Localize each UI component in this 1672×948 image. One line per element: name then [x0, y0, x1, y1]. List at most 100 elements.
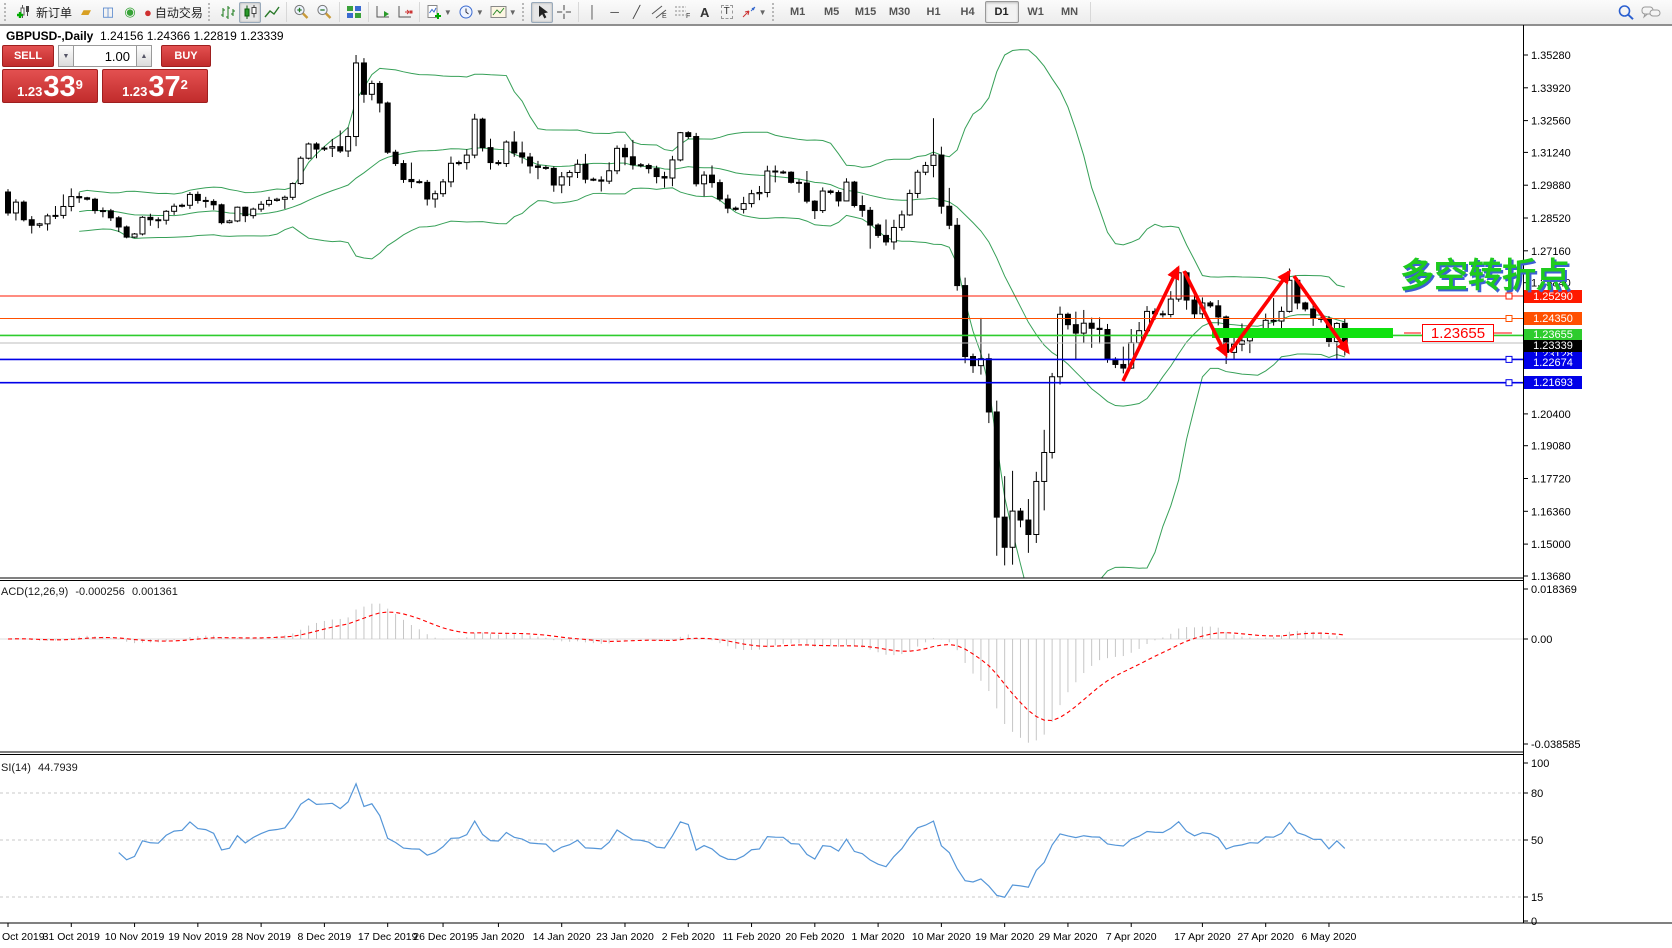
- timeframe-button-m15[interactable]: M15: [854, 6, 877, 18]
- timeframe-button-m1[interactable]: M1: [789, 6, 806, 18]
- timeframe-button-d1[interactable]: D1: [984, 1, 1019, 23]
- timeframe-button-h1[interactable]: H1: [926, 6, 941, 18]
- axis-label: 1.27160: [1531, 246, 1571, 258]
- candle-body: [360, 62, 367, 95]
- toolbar-separator: [418, 2, 420, 22]
- line-drag-handle[interactable]: [1505, 379, 1513, 387]
- date-label: 17 Apr 2020: [1174, 931, 1231, 943]
- price-tag-1.22674[interactable]: 1.22674: [1524, 356, 1582, 369]
- candle-body: [384, 102, 391, 153]
- chart-shift-button[interactable]: [394, 2, 416, 23]
- horizontal-line-button[interactable]: ─: [604, 2, 626, 23]
- line-chart-button[interactable]: [261, 2, 283, 23]
- text-button[interactable]: A: [694, 2, 716, 23]
- price-tag-1.21693[interactable]: 1.21693: [1524, 376, 1582, 389]
- tile-windows-button[interactable]: [343, 2, 365, 23]
- price-tag-1.23655[interactable]: 1.23655: [1524, 329, 1582, 341]
- vertical-line-button[interactable]: │: [582, 2, 604, 23]
- trendline-icon: ╱: [633, 5, 641, 19]
- candle-body: [780, 171, 787, 174]
- candlestick-chart-button[interactable]: [238, 1, 261, 23]
- candle-body: [479, 118, 486, 149]
- timeframe-button-mn[interactable]: MN: [1061, 6, 1079, 18]
- macd-label: ACD(12,26,9) -0.000256 0.001361: [1, 586, 182, 598]
- shapes-button[interactable]: ▼: [738, 2, 770, 23]
- toolbar-grip[interactable]: [771, 3, 777, 21]
- tile-windows-icon: [346, 6, 361, 18]
- new-order-button[interactable]: 新订单: [13, 2, 75, 23]
- gold-button[interactable]: ▰: [75, 2, 97, 23]
- search-button[interactable]: [1614, 2, 1638, 23]
- buy-button[interactable]: BUY: [161, 45, 211, 67]
- candle-body: [788, 171, 795, 183]
- toolbar-grip[interactable]: [4, 3, 9, 21]
- candle-body: [321, 147, 328, 150]
- terminal-button[interactable]: ◫: [97, 2, 119, 23]
- gold-icon: ▰: [81, 4, 92, 19]
- price-tag-1.24350[interactable]: 1.24350: [1524, 312, 1582, 325]
- buy-price-button[interactable]: 1.23 37 2: [102, 69, 208, 103]
- candle-body: [186, 193, 193, 206]
- line-drag-handle[interactable]: [1505, 355, 1513, 363]
- timeframe-button-m5[interactable]: M5: [823, 6, 840, 18]
- volume-decrease-button[interactable]: ▼: [58, 45, 74, 67]
- pivot-annotation-text[interactable]: 多空转折点: [1400, 257, 1570, 295]
- bar-chart-button[interactable]: [217, 2, 239, 23]
- indicators-button[interactable]: ▼: [423, 2, 455, 23]
- signals-button[interactable]: ◉: [119, 2, 141, 23]
- trend-arrow[interactable]: [1182, 270, 1228, 358]
- line-drag-handle[interactable]: [1505, 292, 1513, 300]
- candle-body: [519, 152, 526, 158]
- autotrading-label: 自动交易: [154, 5, 203, 20]
- trend-arrow[interactable]: [1292, 274, 1350, 355]
- sell-price-button[interactable]: 1.23 33 9: [2, 69, 98, 103]
- price-tag-1.23339[interactable]: 1.23339: [1524, 340, 1582, 352]
- timeframe-button-h4[interactable]: H4: [960, 6, 975, 18]
- trend-arrow[interactable]: [1228, 269, 1291, 354]
- candle-body: [1167, 298, 1174, 316]
- date-label: 10 Nov 2019: [105, 931, 165, 943]
- price-callout-label[interactable]: 1.23655: [1422, 324, 1494, 342]
- trend-arrow[interactable]: [1121, 265, 1180, 382]
- candle-body: [1302, 302, 1309, 310]
- line-drag-handle[interactable]: [1505, 315, 1513, 322]
- chat-button[interactable]: [1638, 2, 1664, 23]
- timeframe-button-m30[interactable]: M30: [888, 6, 911, 18]
- sell-button[interactable]: SELL: [2, 45, 54, 67]
- candle-body: [558, 176, 565, 186]
- candle-body: [242, 206, 249, 217]
- date-label: 5 Jan 2020: [472, 931, 524, 943]
- candle-body: [527, 156, 534, 167]
- crosshair-button[interactable]: [553, 2, 575, 23]
- templates-button[interactable]: ▼: [487, 2, 520, 23]
- equidistant-channel-button[interactable]: E: [648, 2, 671, 23]
- fibonacci-button[interactable]: F: [671, 2, 694, 23]
- zoom-in-button[interactable]: [290, 2, 313, 23]
- volume-input[interactable]: [74, 45, 136, 67]
- cursor-button[interactable]: [530, 1, 553, 23]
- support-zone-rectangle[interactable]: [1212, 328, 1393, 338]
- autotrading-button[interactable]: ● 自动交易: [141, 2, 206, 23]
- svg-text:1.21693: 1.21693: [1533, 377, 1573, 389]
- timeframe-toolbar: M1 M5 M15 M30 H1 H4 D1 W1 MN: [781, 1, 1087, 23]
- candle-body: [796, 181, 802, 184]
- trendline-button[interactable]: ╱: [626, 2, 648, 23]
- toolbar-grip[interactable]: [207, 3, 213, 21]
- date-label: 28 Nov 2019: [231, 931, 291, 943]
- zoom-out-button[interactable]: [313, 2, 336, 23]
- candle-body: [353, 62, 360, 138]
- toolbar-grip[interactable]: [521, 3, 527, 21]
- date-label: 20 Feb 2020: [785, 931, 844, 943]
- buy-price-small: 1.23: [122, 84, 148, 99]
- periods-button[interactable]: ▼: [455, 2, 487, 23]
- volume-increase-button[interactable]: ▲: [136, 45, 152, 67]
- timeframe-button-w1[interactable]: W1: [1027, 6, 1044, 18]
- auto-scroll-button[interactable]: [372, 2, 394, 23]
- price-tag-1.25290[interactable]: 1.25290: [1524, 290, 1582, 303]
- candle-body: [946, 205, 953, 226]
- axis-label: 1.29880: [1531, 180, 1571, 192]
- candle-body: [859, 205, 866, 211]
- text-label-button[interactable]: T: [716, 2, 738, 23]
